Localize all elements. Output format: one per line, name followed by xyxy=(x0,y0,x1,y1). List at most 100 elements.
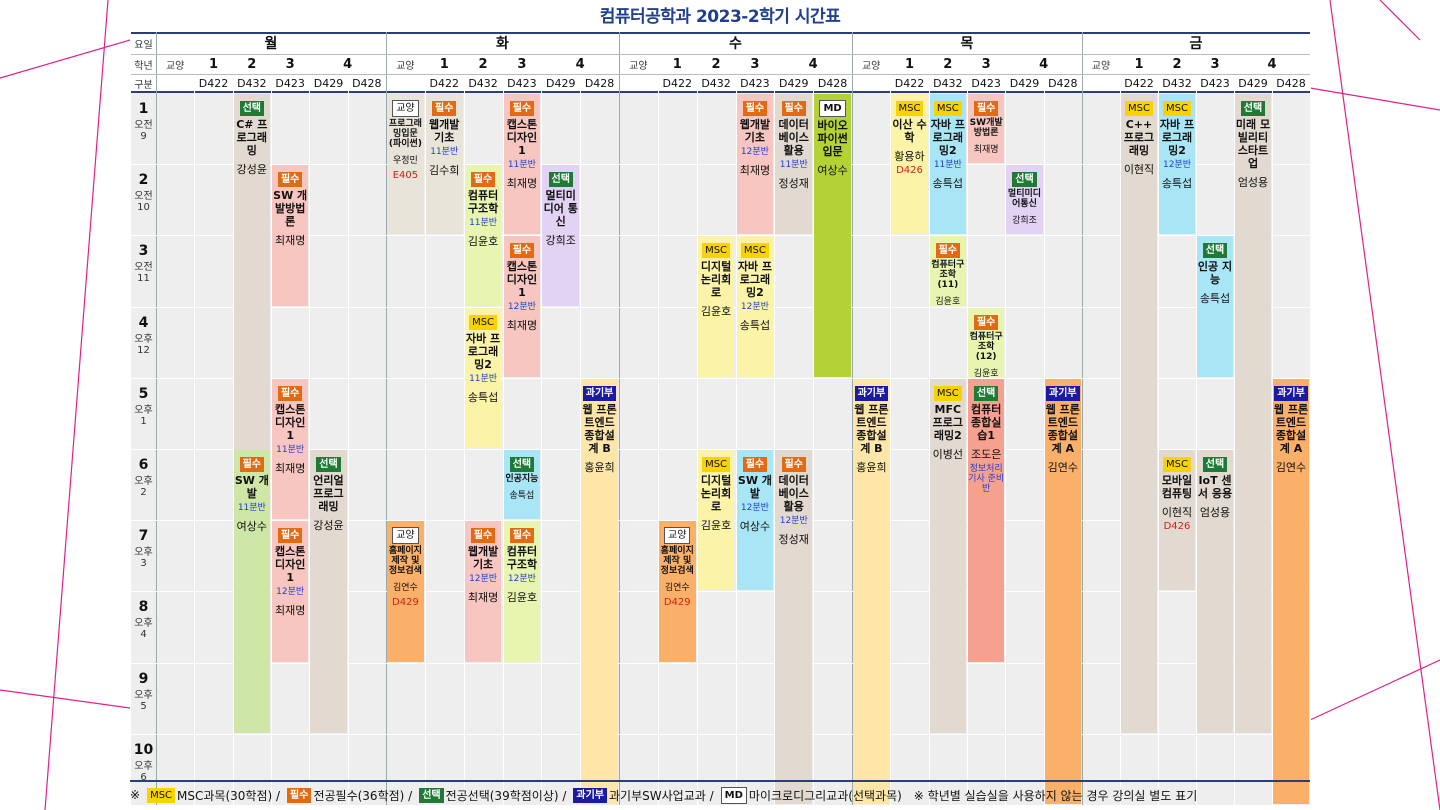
course-block[interactable]: MSC 자바 프로그래밍2 12분반 송특섭 xyxy=(1159,94,1195,235)
course-section: 12분반 xyxy=(276,587,305,598)
course-professor: 황용하 xyxy=(894,150,925,163)
course-block[interactable]: 과기부 웹 프론트엔드 종합설계 B 홍윤희 xyxy=(853,378,890,804)
legend-req-badge: 필수 xyxy=(287,787,312,803)
legend-sel-badge: 선택 xyxy=(419,787,444,803)
course-professor: 강희조 xyxy=(1012,216,1037,227)
grid-column-line xyxy=(1196,54,1197,805)
course-block[interactable]: 필수 컴퓨터구조학(12) 김윤호 xyxy=(968,307,1005,377)
course-professor: 여상수 xyxy=(236,520,267,533)
period-number: 3 xyxy=(138,243,149,260)
period-time: 2 xyxy=(140,487,147,498)
course-block[interactable]: MSC 이산 수학 황용하 D426 xyxy=(891,94,928,235)
level-header: 교양 xyxy=(396,60,415,72)
period-label: 6 오후 2 xyxy=(131,457,156,520)
course-block[interactable]: MSC 자바 프로그래밍2 11분반 송특섭 xyxy=(929,94,966,235)
course-block[interactable]: 선택 언리얼 프로그래밍 강성윤 xyxy=(310,450,347,733)
day-header: 화 xyxy=(496,36,509,52)
grid-column-line xyxy=(852,32,853,805)
level-header: 1 xyxy=(1134,56,1144,72)
req-badge: 필수 xyxy=(781,457,806,472)
course-block[interactable]: 필수 캡스톤디자인1 11분반 최재명 xyxy=(272,378,309,520)
period-number: 5 xyxy=(138,385,149,402)
period-ampm: 오후 xyxy=(134,404,153,416)
period-time: 9 xyxy=(140,131,147,142)
period-ampm: 오전 xyxy=(134,191,153,203)
course-block[interactable]: 필수 SW 개발 12분반 여상수 xyxy=(736,450,774,591)
course-block[interactable]: 교양 프로그래밍입문(파이썬) 우정민 E405 xyxy=(387,94,424,235)
period-label: 5 오후 1 xyxy=(131,386,156,449)
course-section: 12분반 xyxy=(740,302,769,313)
course-block[interactable]: MSC MFC 프로그래밍2 이병선 xyxy=(929,378,966,733)
course-block[interactable]: 필수 웹개발 기초 11분반 김수희 xyxy=(425,94,463,235)
course-block[interactable]: 필수 컴퓨터 구조학 11분반 김윤호 xyxy=(464,165,502,306)
course-block[interactable]: 과기부 웹 프론트엔드 종합설계 A 김연수 xyxy=(1044,378,1081,804)
level-header: 4 xyxy=(1039,56,1049,72)
course-block[interactable]: 필수 캡스톤디자인1 12분반 최재명 xyxy=(272,521,309,662)
sel-badge: 선택 xyxy=(316,457,341,472)
period-time: 4 xyxy=(140,629,147,641)
course-section: 11분반 xyxy=(933,160,962,170)
grid-column-line xyxy=(232,54,234,805)
course-block[interactable]: MSC 자바 프로그래밍2 11분반 송특섭 xyxy=(464,307,502,448)
course-name: 웹 프론트엔드 종합설계 A xyxy=(1045,402,1080,455)
course-block[interactable]: MSC 디지털 논리회로 김윤호 xyxy=(697,236,735,377)
course-block[interactable]: 필수 컴퓨터구조학(11) 김윤호 xyxy=(929,236,966,306)
course-name: 자바 프로그래밍2 xyxy=(465,331,501,371)
sel-badge: 선택 xyxy=(239,101,265,116)
grid-column-line xyxy=(1082,32,1083,805)
req-badge: 필수 xyxy=(742,457,768,472)
course-room: E405 xyxy=(392,170,419,181)
course-block[interactable]: 필수 웹개발 기초 12분반 최재명 xyxy=(736,94,774,235)
course-block[interactable]: 필수 컴퓨터 구조학 12분반 김윤호 xyxy=(503,521,541,662)
course-block[interactable]: MSC 디지털 논리회로 김윤호 xyxy=(697,450,735,591)
msc-badge: MSC xyxy=(740,243,769,259)
course-block[interactable]: MD 바이오 파이썬 입문 여상수 xyxy=(814,94,851,377)
course-block[interactable]: 필수 SW 개발방법론 최재명 xyxy=(272,165,309,306)
grid-column-line xyxy=(580,54,582,805)
course-professor: 최재명 xyxy=(506,319,538,333)
grid-column-line xyxy=(696,54,698,805)
sw-badge: 과기부 xyxy=(854,385,889,401)
course-block[interactable]: MSC 자바 프로그래밍2 12분반 송특섭 xyxy=(736,236,774,377)
level-header: 4 xyxy=(1267,56,1277,72)
course-block[interactable]: 필수 SW 개발 11분반 여상수 xyxy=(233,450,270,733)
grid-column-line xyxy=(967,54,968,805)
period-ampm: 오전 xyxy=(134,120,153,131)
level-header: 3 xyxy=(285,56,295,72)
course-block[interactable]: 과기부 웹 프론트엔드 종합설계 B 홍윤희 xyxy=(581,378,618,804)
course-block[interactable]: 선택 멀티미디어 통신 강희조 xyxy=(542,165,580,306)
course-block[interactable]: 필수 캡스톤디자인1 11분반 최재명 xyxy=(503,94,541,235)
course-block[interactable]: 선택 미래 모빌리티 스타트업 엄성용 xyxy=(1235,94,1271,733)
header-row-line xyxy=(131,74,1310,75)
course-block[interactable]: 필수 데이터베이스 활용 11분반 정성재 xyxy=(775,94,813,235)
course-name: 인공 지능 xyxy=(1197,260,1233,287)
level-header: 교양 xyxy=(861,60,881,72)
course-block[interactable]: 교양 홈페이지제작 및 정보검색 김연수 D429 xyxy=(387,521,424,662)
course-block[interactable]: MSC 모바일 컴퓨팅 이현직 D426 xyxy=(1159,450,1195,591)
room-header: D432 xyxy=(1162,77,1192,90)
course-block[interactable]: 교양 홈페이지제작 및 정보검색 김연수 D429 xyxy=(658,521,696,662)
course-block[interactable]: 필수 데이터베이스 활용 12분반 정성재 xyxy=(775,450,813,804)
period-label: 3 오전 11 xyxy=(131,243,156,306)
course-block[interactable]: MSC C++ 프로그래밍 이현직 xyxy=(1121,94,1157,733)
course-block[interactable]: 필수 웹개발 기초 12분반 최재명 xyxy=(464,521,502,662)
course-name: 인공지능 xyxy=(505,474,539,484)
header-label-category: 구분 xyxy=(134,80,153,91)
legend-text: MSC과목(30학점) / xyxy=(177,788,281,803)
course-block[interactable]: 필수 캡스톤디자인1 12분반 최재명 xyxy=(503,236,541,377)
course-block[interactable]: 과기부 웹 프론트엔드 종합설계 A 김연수 xyxy=(1273,378,1309,804)
course-block[interactable]: 선택 IoT 센서 응용 엄성용 xyxy=(1197,450,1233,733)
course-block[interactable]: 선택 인공지능 송특섭 xyxy=(503,450,541,520)
course-professor: 엄성용 xyxy=(1237,176,1269,189)
course-name: 언리얼 프로그래밍 xyxy=(313,474,344,513)
course-block[interactable]: 선택 인공 지능 송특섭 xyxy=(1197,236,1233,377)
course-professor: 김연수 xyxy=(1047,460,1078,474)
msc-badge: MSC xyxy=(933,101,962,116)
room-header: D422 xyxy=(198,77,229,90)
period-time: 5 xyxy=(140,700,147,712)
course-professor: 김연수 xyxy=(1275,460,1307,474)
course-block[interactable]: 필수 SW개발방법론 최재명 xyxy=(968,94,1005,164)
course-block[interactable]: 선택 멀티미디어통신 강희조 xyxy=(1006,165,1043,235)
course-block[interactable]: 선택 컴퓨터 종합실습1 조도은 정보처리기사 준비반 xyxy=(968,378,1005,662)
course-name: 미래 모빌리티 스타트업 xyxy=(1235,118,1271,170)
